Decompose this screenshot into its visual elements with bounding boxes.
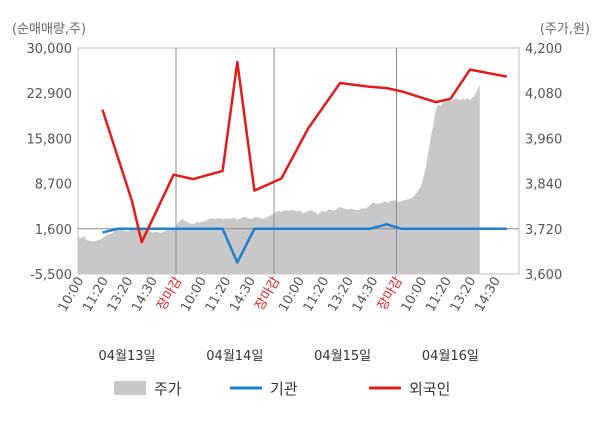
legend: 주가 기관 외국인 <box>114 380 450 398</box>
right-tick-label: 4,080 <box>525 87 562 102</box>
series-line-foreign <box>101 60 508 244</box>
legend-label: 외국인 <box>409 380 450 398</box>
right-axis-unit: (주가,원) <box>540 22 590 37</box>
series-layer <box>101 60 508 264</box>
legend-label: 주가 <box>154 380 182 398</box>
legend-label: 기관 <box>270 380 298 398</box>
left-axis-unit: (순매매량,주) <box>12 22 86 37</box>
axis-layer: (순매매량,주) (주가,원) 30,000 22,900 15,800 8,700 1… <box>12 22 590 283</box>
legend-item-3: 외국인 <box>369 380 450 398</box>
legend-item-1: 주가 <box>114 380 182 398</box>
right-tick-label: 3,840 <box>525 178 562 193</box>
x-tick-label: 14:30 <box>227 275 259 315</box>
x-tick-label: 14:30 <box>472 275 504 315</box>
left-tick-label: -5,500 <box>30 268 72 283</box>
x-axis-ticks: 10:0011:2013:2014:30장마감10:0011:2014:30장마… <box>56 274 504 314</box>
date-labels: 04월13일 04월14일 04월15일 04월16일 <box>98 349 478 364</box>
x-tick-label: 14:30 <box>350 275 382 315</box>
left-tick-label: 1,600 <box>35 223 72 238</box>
right-tick-label: 3,600 <box>525 268 562 283</box>
series-line-institution <box>102 223 507 264</box>
legend-item-2: 기관 <box>230 380 298 398</box>
date-label: 04월15일 <box>314 349 371 364</box>
date-label: 04월13일 <box>98 349 155 364</box>
left-tick-label: 30,000 <box>27 42 73 57</box>
left-tick-label: 8,700 <box>35 178 72 193</box>
left-tick-label: 15,800 <box>27 132 73 147</box>
right-tick-label: 3,720 <box>525 223 562 238</box>
left-tick-label: 22,900 <box>27 87 73 102</box>
right-tick-label: 4,200 <box>525 42 562 57</box>
date-label: 04월14일 <box>206 349 263 364</box>
right-tick-label: 3,960 <box>525 132 562 147</box>
x-tick-label: 14:30 <box>129 275 161 315</box>
date-label: 04월16일 <box>422 349 479 364</box>
legend-swatch <box>114 381 146 395</box>
